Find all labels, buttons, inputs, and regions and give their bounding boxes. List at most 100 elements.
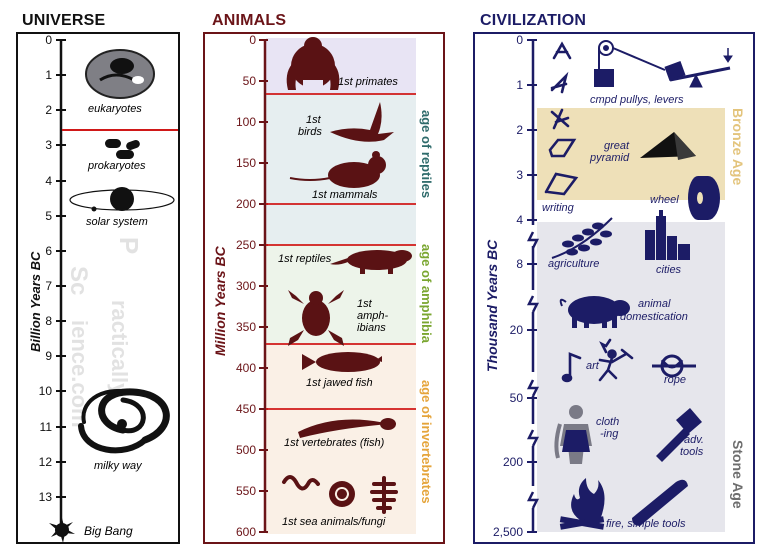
art-icon: [561, 338, 634, 383]
animals-tick-label: 300: [235, 279, 256, 293]
animals-tick-label: 50: [242, 74, 256, 88]
jawed-fish-label: 1st jawed fish: [306, 377, 373, 389]
jawed-fish-icon: [302, 352, 382, 372]
universe-tick-label: 6: [45, 244, 52, 258]
cities-icon: [645, 210, 690, 260]
pyramid-icon: [640, 132, 696, 160]
reptiles-label: 1st reptiles: [278, 253, 332, 265]
solar-system-label: solar system: [86, 216, 148, 228]
birds-label-2: birds: [298, 126, 322, 138]
reptile-icon: [330, 250, 412, 274]
fire-label: fire, simple tools: [606, 518, 686, 530]
wheel-icon: [688, 176, 720, 220]
universe-tick-label: 8: [45, 314, 52, 328]
prokaryotes-label: prokaryotes: [88, 160, 146, 172]
adv-tools-label-2: tools: [680, 446, 704, 458]
agriculture-label: agriculture: [548, 258, 600, 270]
sea-animals-label: 1st sea animals/fungi: [282, 516, 386, 528]
amphibian-icon: [288, 290, 344, 346]
bronze-age-label: Bronze Age: [730, 108, 746, 186]
pyramid-label-1: great: [604, 140, 630, 152]
stone-age-label: Stone Age: [730, 440, 746, 509]
animals-tick-label: 600: [235, 525, 256, 539]
big-bang-label: Big Bang: [84, 524, 133, 538]
adv-tools-icon: [656, 408, 702, 462]
mammal-icon: [289, 151, 386, 188]
amphibians-label-2: amph-: [357, 310, 389, 322]
universe-tick-label: 7: [45, 279, 52, 293]
animals-tick-label: 150: [235, 156, 256, 170]
cities-label: cities: [656, 264, 682, 276]
universe-title: UNIVERSE: [22, 12, 106, 29]
domestication-label-2: domestication: [620, 311, 688, 323]
civilization-tick-label: 3: [516, 168, 523, 182]
sea-animals-icon: [282, 475, 398, 514]
rope-label: rope: [664, 374, 687, 386]
civilization-tick-label: 4: [516, 213, 523, 227]
pig-icon: [559, 296, 630, 328]
bird-icon: [330, 102, 394, 142]
primate-icon: [286, 37, 340, 90]
civilization-tick-label: 200: [502, 455, 523, 469]
pulley-icon: [594, 40, 666, 87]
mammals-label: 1st mammals: [312, 189, 378, 201]
milky-way-label: milky way: [94, 460, 142, 472]
universe-tick-label: 9: [45, 349, 52, 363]
clothing-icon: [554, 405, 592, 464]
universe-tick-label: 5: [45, 209, 52, 223]
vertebrate-fish-icon: [298, 418, 396, 438]
animals-tick-label: 500: [235, 443, 256, 457]
universe-tick-label: 0: [45, 33, 52, 47]
universe-ticks: [56, 39, 66, 498]
civilization-tick-label: 2,500: [492, 525, 523, 539]
animals-tick-label: 400: [235, 361, 256, 375]
universe-tick-label: 10: [38, 384, 52, 398]
animals-tick-label: 250: [235, 238, 256, 252]
rope-icon: [652, 354, 696, 378]
civilization-tick-label: 1: [516, 78, 523, 92]
universe-tick-label: 1: [45, 68, 52, 82]
pyramid-label-2: pyramid: [590, 152, 630, 164]
writing-icons: [544, 41, 579, 196]
simple-tool-icon: [632, 479, 688, 526]
civilization-tick-label: 2: [516, 123, 523, 137]
fire-icon: [559, 478, 605, 530]
birds-label-1: 1st: [306, 114, 321, 126]
civilization-tick-label: 50: [509, 391, 523, 405]
animals-tick-label: 450: [235, 402, 256, 416]
domestication-label-1: animal: [638, 298, 671, 310]
eukaryotes-label: eukaryotes: [88, 103, 142, 115]
animals-title: ANIMALS: [212, 12, 287, 29]
animals-tick-label: 350: [235, 320, 256, 334]
universe-tick-label: 3: [45, 138, 52, 152]
universe-tick-label: 13: [38, 490, 52, 504]
big-bang-icon: [49, 518, 75, 543]
amphibians-label-3: ibians: [357, 322, 386, 334]
universe-tick-label: 11: [39, 420, 52, 434]
animals-tick-label: 550: [235, 484, 256, 498]
adv-tools-label-1: adv.: [684, 434, 704, 446]
civilization-tick-label: 8: [516, 257, 523, 271]
wheel-label: wheel: [650, 194, 679, 206]
animals-tick-label: 200: [235, 197, 256, 211]
agriculture-icon: [551, 217, 613, 259]
clothing-label-2: -ing: [600, 428, 619, 440]
prokaryotes-icon: [105, 139, 140, 159]
universe-panel: [16, 32, 180, 544]
milky-way-icon: [78, 388, 170, 454]
eukaryote-icon: [85, 49, 155, 99]
primates-label: 1st primates: [338, 76, 398, 88]
universe-tick-label: 4: [45, 174, 52, 188]
civilization-tick-label: 20: [509, 323, 523, 337]
writing-label: writing: [542, 202, 574, 214]
universe-tick-label: 12: [38, 455, 52, 469]
pulleys-label: cmpd pullys, levers: [590, 94, 684, 106]
animals-tick-label: 100: [235, 115, 256, 129]
civilization-tick-label: 0: [516, 33, 523, 47]
animals-tick-label: 0: [249, 33, 256, 47]
civilization-axis-label: Thousand Years BC: [484, 239, 500, 372]
amphibians-label-1: 1st: [357, 298, 372, 310]
